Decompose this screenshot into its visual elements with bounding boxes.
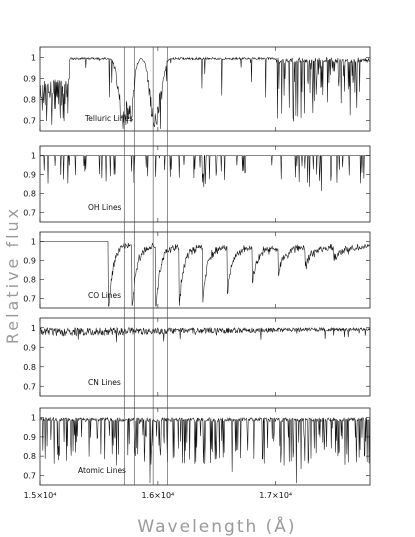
panel-frame <box>39 231 371 309</box>
x-tick-label: 1.6×10⁴ <box>141 491 174 500</box>
panel-telluric-lines: 1 0.9 0.8 0.7 Telluric Lines <box>23 46 371 132</box>
y-tick-label: 0.8 <box>23 190 36 199</box>
panel-label: Atomic Lines <box>78 466 126 475</box>
x-tick-label: 1.7×10⁴ <box>259 491 292 500</box>
spectrum-series <box>40 155 370 192</box>
y-axis-title: Relative flux <box>3 206 22 344</box>
spectrum-series <box>39 326 371 343</box>
panel-label: CN Lines <box>88 378 121 387</box>
x-tick-label: 1.5×10⁴ <box>24 491 57 500</box>
x-axis-title: Wavelength (Å) <box>137 515 296 537</box>
panel-co-lines: 1 0.9 0.8 0.7 CO Lines <box>23 231 371 309</box>
panel-cn-lines: 1 0.9 0.8 0.7 CN Lines <box>23 317 371 397</box>
panels-layer: 1 0.9 0.8 0.7 Telluric Lines 1 0.9 0.8 0.7 OH Lin… <box>23 46 371 486</box>
y-tick-label: 0.7 <box>23 117 36 126</box>
panel-frame <box>39 317 371 397</box>
y-tick-label: 0.8 <box>23 276 36 285</box>
panel-oh-lines: 1 0.9 0.8 0.7 OH Lines <box>23 145 371 223</box>
y-tick-label: 1 <box>31 414 36 423</box>
y-tick-label: 1 <box>31 54 36 63</box>
spectrum-series <box>39 56 371 129</box>
y-tick-label: 1 <box>31 324 36 333</box>
y-tick-label: 0.8 <box>23 363 36 372</box>
spectrum-series <box>40 241 371 307</box>
panel-label: Telluric Lines <box>84 114 133 123</box>
y-tick-label: 1 <box>31 238 36 247</box>
y-tick-label: 0.7 <box>23 471 36 480</box>
y-tick-label: 0.9 <box>23 75 36 84</box>
panel-frame <box>39 145 371 223</box>
x-tick-labels: 1.5×10⁴ 1.6×10⁴ 1.7×10⁴ <box>24 491 293 500</box>
panel-label: CO Lines <box>88 291 121 300</box>
y-tick-label: 0.8 <box>23 96 36 105</box>
y-tick-label: 0.9 <box>23 257 36 266</box>
panel-atomic-lines: 1 0.9 0.8 0.7 Atomic Lines <box>23 407 371 486</box>
reference-lines <box>123 47 168 485</box>
spectrum-series <box>39 416 371 484</box>
y-tick-label: 1 <box>31 152 36 161</box>
panel-label: OH Lines <box>88 203 122 212</box>
y-tick-label: 0.8 <box>23 452 36 461</box>
panel-frame <box>39 407 371 486</box>
y-tick-label: 0.9 <box>23 171 36 180</box>
y-tick-label: 0.7 <box>23 209 36 218</box>
y-tick-label: 0.9 <box>23 343 36 352</box>
y-tick-label: 0.9 <box>23 433 36 442</box>
y-tick-label: 0.7 <box>23 382 36 391</box>
y-tick-label: 0.7 <box>23 295 36 304</box>
panel-frame <box>39 46 371 132</box>
